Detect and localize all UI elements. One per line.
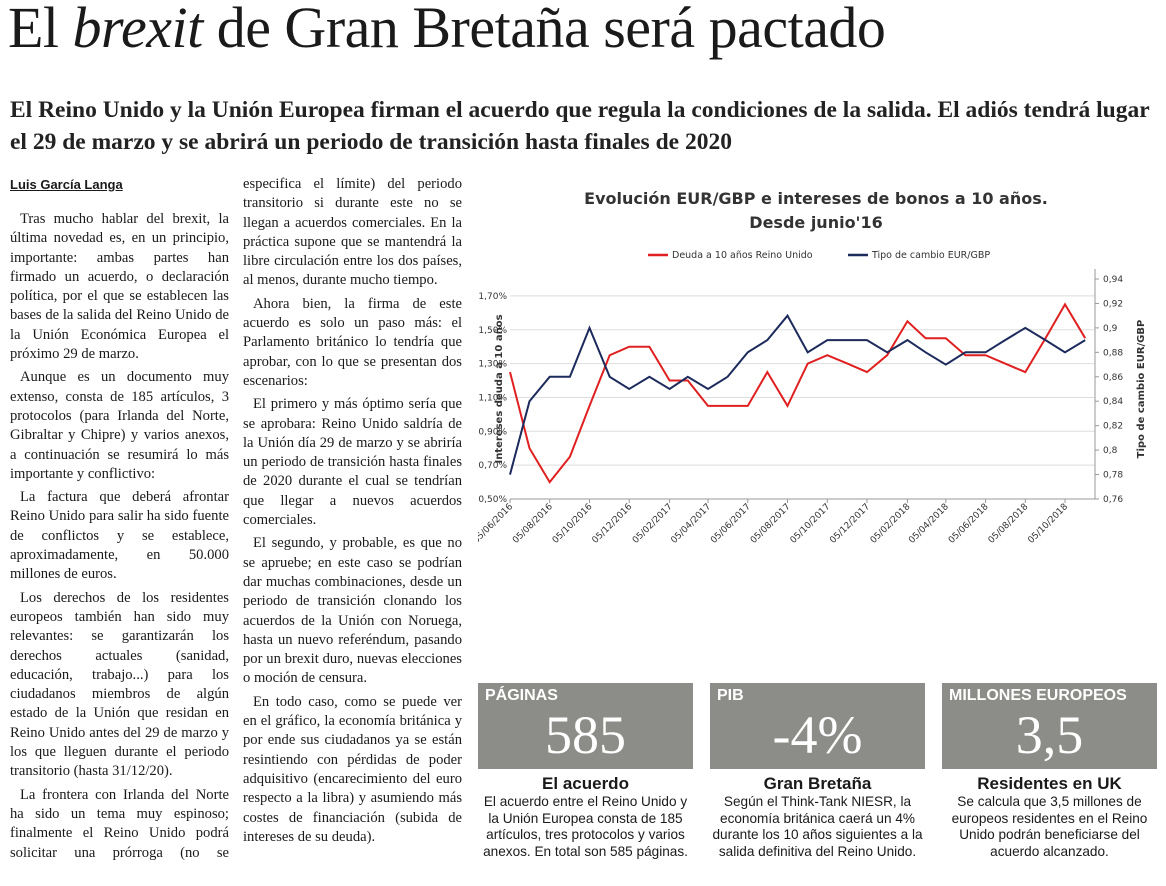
y2-tick-label: 0,92 bbox=[1103, 299, 1123, 309]
y-tick-label: 1,10% bbox=[478, 393, 507, 403]
stat-caption: Residentes en UK Se calcula que 3,5 millo… bbox=[942, 774, 1157, 860]
stat-label: MILLONES EUROPEOS bbox=[949, 687, 1127, 704]
paragraph: El primero y más óptimo sería que se apr… bbox=[243, 396, 462, 529]
x-tick-label: 05/12/2017 bbox=[828, 502, 872, 545]
y2-tick-label: 0,78 bbox=[1103, 471, 1123, 481]
stat-box: PÁGINAS 585 bbox=[478, 683, 693, 769]
x-tick-label: 05/04/2017 bbox=[669, 502, 713, 545]
byline: Luis García Langa bbox=[10, 177, 123, 192]
y2-tick-label: 0,8 bbox=[1103, 446, 1118, 456]
y-tick-label: 0,70% bbox=[478, 461, 507, 471]
y2-tick-label: 0,86 bbox=[1103, 373, 1123, 383]
legend-label: Tipo de cambio EUR/GBP bbox=[871, 250, 990, 261]
stat-box: PIB -4% bbox=[710, 683, 925, 769]
stat-text: Se calcula que 3,5 millones de europeos … bbox=[951, 794, 1148, 859]
stat-value: -4% bbox=[772, 705, 863, 765]
chart-title: Evolución EUR/GBP e intereses de bonos a… bbox=[584, 189, 1048, 208]
paragraph: El segundo, y probable, es que no se apr… bbox=[243, 535, 462, 687]
x-tick-label: 05/08/2016 bbox=[511, 502, 555, 545]
stat-value: 585 bbox=[545, 705, 626, 765]
y-tick-label: 1,70% bbox=[478, 292, 507, 302]
paragraph: Aunque es un documento muy extenso, cons… bbox=[10, 369, 229, 482]
y-tick-label: 0,90% bbox=[478, 427, 507, 437]
y2-tick-label: 0,88 bbox=[1103, 348, 1123, 358]
line-series bbox=[509, 302, 1087, 484]
stat-label: PÁGINAS bbox=[485, 687, 558, 704]
x-tick-label: 05/08/2017 bbox=[749, 502, 793, 545]
article: Luis García Langa Tras mucho hablar del … bbox=[10, 175, 462, 870]
x-tick-label: 05/10/2018 bbox=[1026, 502, 1070, 545]
headline-part: de Gran Bretaña será pactado bbox=[216, 0, 886, 60]
stat-box: MILLONES EUROPEOS 3,5 bbox=[942, 683, 1157, 769]
paragraph: Los derechos de los residentes europeos … bbox=[10, 589, 229, 780]
stat-caption: El acuerdo El acuerdo entre el Reino Unid… bbox=[478, 774, 693, 860]
subtitle: El Reino Unido y la Unión Europea firman… bbox=[10, 97, 1150, 155]
x-tick-label: 05/06/2016 bbox=[478, 502, 515, 545]
headline-part: brexit bbox=[72, 0, 204, 60]
x-tick-label: 05/06/2017 bbox=[709, 502, 753, 545]
x-tick-label: 05/04/2018 bbox=[907, 502, 951, 545]
y-tick-label: 1,50% bbox=[478, 326, 507, 336]
legend-label: Deuda a 10 años Reino Unido bbox=[672, 250, 813, 261]
stat-text: El acuerdo entre el Reino Unido y la Uni… bbox=[483, 794, 688, 859]
x-tick-label: 05/06/2018 bbox=[947, 502, 991, 545]
stat-caption: Gran Bretaña Según el Think-Tank NIESR, l… bbox=[710, 774, 925, 860]
x-tick-label: 05/10/2016 bbox=[551, 502, 595, 545]
chart: Evolución EUR/GBP e intereses de bonos a… bbox=[478, 189, 1147, 545]
x-tick-label: 05/10/2017 bbox=[789, 502, 833, 545]
headline: El brexit de Gran Bretaña será pactado bbox=[8, 0, 886, 61]
y-axis-label: Intereses deuda a 10 años bbox=[494, 314, 505, 463]
y2-tick-label: 0,9 bbox=[1103, 324, 1118, 334]
x-tick-label: 05/02/2017 bbox=[631, 502, 675, 545]
paragraph: En todo caso, como se puede ver en el gr… bbox=[243, 693, 462, 845]
chart-title: Desde junio'16 bbox=[749, 213, 882, 232]
stat-label: PIB bbox=[717, 687, 744, 704]
y2-tick-label: 0,76 bbox=[1103, 495, 1123, 505]
paragraph: Tras mucho hablar del brexit, la última … bbox=[10, 211, 229, 363]
x-tick-label: 05/12/2016 bbox=[591, 502, 635, 545]
y2-tick-label: 0,94 bbox=[1103, 275, 1123, 285]
headline-part: El bbox=[8, 0, 59, 60]
y-tick-label: 0,50% bbox=[478, 495, 507, 505]
line-series bbox=[509, 313, 1086, 475]
paragraph: La factura que deberá afrontar Reino Uni… bbox=[10, 489, 229, 583]
stat-heading: El acuerdo bbox=[542, 774, 629, 793]
paragraph: Ahora bien, la firma de este acuerdo es … bbox=[243, 295, 462, 389]
stat-heading: Residentes en UK bbox=[977, 774, 1122, 793]
stat-value: 3,5 bbox=[1015, 705, 1084, 765]
y2-tick-label: 0,82 bbox=[1103, 422, 1123, 432]
y-tick-label: 1,30% bbox=[478, 360, 507, 370]
paragraph: La frontera con Irlanda del Norte ha sid… bbox=[10, 176, 462, 861]
stat-heading: Gran Bretaña bbox=[763, 774, 872, 793]
x-tick-label: 05/08/2018 bbox=[987, 502, 1031, 545]
y2-axis-label: Tipo de cambio EUR/GBP bbox=[1136, 320, 1147, 459]
y2-tick-label: 0,84 bbox=[1103, 397, 1123, 407]
stat-text: Según el Think-Tank NIESR, la economía b… bbox=[712, 794, 923, 859]
